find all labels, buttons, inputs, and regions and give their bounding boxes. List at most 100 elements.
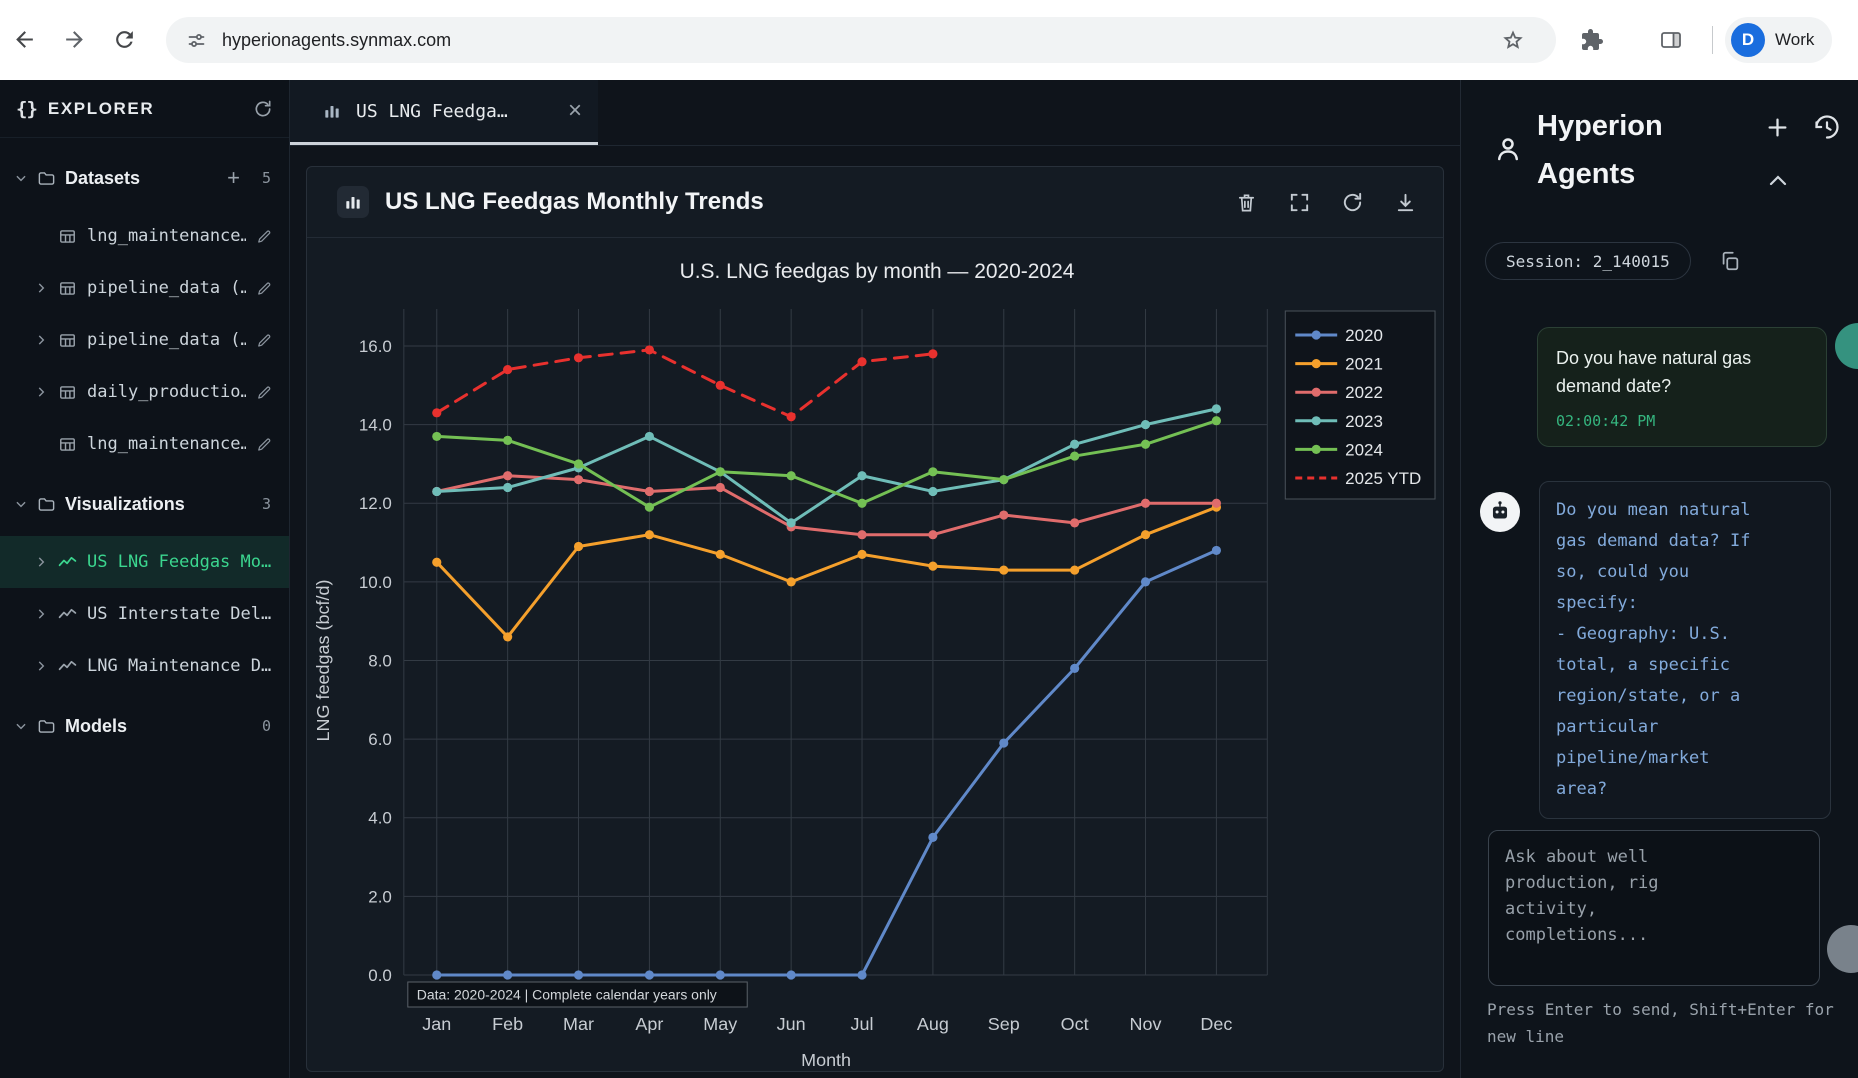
line-chart-icon — [58, 605, 77, 624]
svg-text:14.0: 14.0 — [359, 416, 392, 435]
chevron-right-icon[interactable] — [34, 659, 48, 673]
extensions-icon[interactable] — [1580, 28, 1604, 52]
item-label: lng_maintenance… — [87, 434, 247, 454]
chevron-right-icon[interactable] — [34, 385, 48, 399]
visualization-panel: US LNG Feedgas Monthly Trends — [306, 166, 1444, 1072]
section-label: Datasets — [65, 167, 141, 188]
section-datasets[interactable]: Datasets + 5 — [0, 156, 289, 200]
edit-pencil-icon[interactable] — [256, 280, 273, 297]
section-label: Visualizations — [65, 493, 185, 514]
bar-chart-icon — [337, 186, 369, 218]
plus-icon[interactable] — [1764, 114, 1791, 141]
chat-input[interactable] — [1488, 830, 1820, 986]
profile-chip[interactable]: D Work — [1725, 17, 1833, 63]
chevron-right-icon[interactable] — [34, 607, 48, 621]
chevron-down-icon — [14, 497, 28, 511]
edit-pencil-icon[interactable] — [256, 436, 273, 453]
line-chart-icon — [58, 553, 77, 572]
dataset-item[interactable]: pipeline_data (… — [0, 262, 289, 314]
agent-message-text: Do you mean natural gas demand data? If so… — [1556, 500, 1751, 799]
svg-text:2.0: 2.0 — [368, 887, 392, 906]
workspace: US LNG Feedga… × US LNG Feedgas Monthly … — [290, 80, 1460, 1078]
viz-item[interactable]: US Interstate Del… — [0, 588, 289, 640]
bar-chart-icon — [322, 101, 342, 121]
svg-text:May: May — [703, 1014, 737, 1034]
side-panel-icon[interactable] — [1659, 28, 1683, 52]
svg-text:2024: 2024 — [1345, 440, 1383, 459]
dataset-item[interactable]: lng_maintenance… — [0, 418, 289, 470]
svg-text:10.0: 10.0 — [359, 573, 392, 592]
edit-pencil-icon[interactable] — [256, 332, 273, 349]
svg-text:4.0: 4.0 — [368, 809, 392, 828]
history-icon[interactable] — [1813, 113, 1841, 141]
section-visualizations[interactable]: Visualizations 3 — [0, 482, 289, 526]
dataset-item[interactable]: lng_maintenance… — [0, 210, 289, 262]
svg-text:2021: 2021 — [1345, 355, 1383, 374]
chevron-right-icon[interactable] — [34, 281, 48, 295]
table-icon — [58, 279, 77, 298]
download-icon[interactable] — [1394, 191, 1417, 214]
robot-avatar-icon — [1480, 492, 1520, 532]
section-count: 0 — [261, 717, 271, 735]
svg-text:U.S. LNG feedgas by month — 20: U.S. LNG feedgas by month — 2020-2024 — [680, 260, 1075, 283]
chevron-right-icon[interactable] — [34, 333, 48, 347]
svg-text:Month: Month — [801, 1050, 851, 1070]
svg-text:Dec: Dec — [1200, 1014, 1232, 1034]
trash-icon[interactable] — [1235, 191, 1258, 214]
item-label: US LNG Feedgas Mo… — [87, 552, 272, 572]
svg-text:8.0: 8.0 — [368, 651, 392, 670]
panel-title: US LNG Feedgas Monthly Trends — [385, 188, 764, 215]
reload-button[interactable] — [112, 18, 156, 62]
svg-text:LNG feedgas (bcf/d): LNG feedgas (bcf/d) — [313, 580, 333, 742]
svg-text:2022: 2022 — [1345, 383, 1383, 402]
item-label: pipeline_data (… — [87, 278, 247, 298]
item-label: lng_maintenance… — [87, 226, 247, 246]
site-settings-icon[interactable] — [186, 30, 207, 51]
refresh-explorer-icon[interactable] — [253, 99, 273, 119]
chat-helper-text: Press Enter to send, Shift+Enter for new… — [1487, 1000, 1834, 1046]
svg-text:Apr: Apr — [635, 1014, 663, 1034]
section-label: Models — [65, 715, 128, 736]
explorer-title: EXPLORER — [47, 98, 155, 118]
tab-bar: US LNG Feedga… × — [290, 80, 1460, 146]
fullscreen-icon[interactable] — [1288, 191, 1311, 214]
item-label: US Interstate Del… — [87, 604, 272, 624]
svg-text:Aug: Aug — [917, 1014, 949, 1034]
address-bar[interactable]: hyperionagents.synmax.com — [166, 17, 1556, 63]
back-button[interactable] — [12, 18, 56, 62]
agent-chat-sidebar: Hyperion Agents Session: 2_140015 Do you… — [1460, 80, 1858, 1078]
refresh-icon[interactable] — [1341, 191, 1364, 214]
back-icon — [12, 27, 37, 52]
chevron-right-icon[interactable] — [34, 555, 48, 569]
chat-title: Hyperion Agents — [1537, 110, 1663, 190]
svg-text:Oct: Oct — [1061, 1014, 1089, 1034]
folder-icon — [37, 717, 56, 736]
dataset-item[interactable]: pipeline_data (… — [0, 314, 289, 366]
edit-pencil-icon[interactable] — [256, 384, 273, 401]
session-pill: Session: 2_140015 — [1485, 242, 1691, 280]
dataset-item[interactable]: daily_productio… — [0, 366, 289, 418]
chevron-right-icon — [34, 437, 48, 451]
viz-item[interactable]: LNG Maintenance D… — [0, 640, 289, 692]
session-label: Session: 2_140015 — [1506, 251, 1670, 271]
edit-pencil-icon[interactable] — [256, 228, 273, 245]
copy-icon[interactable] — [1719, 250, 1741, 272]
chevron-down-icon — [14, 719, 28, 733]
profile-avatar: D — [1731, 23, 1765, 57]
bookmark-star-icon[interactable] — [1501, 28, 1525, 52]
explorer-sidebar: {} EXPLORER Datasets + 5 — [0, 80, 290, 1078]
panel-header: US LNG Feedgas Monthly Trends — [307, 167, 1443, 238]
close-tab-icon[interactable]: × — [567, 97, 582, 124]
item-label: pipeline_data (… — [87, 330, 247, 350]
section-models[interactable]: Models 0 — [0, 704, 289, 748]
scroll-down-button[interactable] — [1827, 925, 1858, 973]
chevron-right-icon — [34, 229, 48, 243]
chevron-up-icon[interactable] — [1766, 169, 1790, 193]
section-count: 5 — [261, 169, 271, 187]
svg-text:16.0: 16.0 — [359, 337, 392, 356]
tab-us-lng-feedgas[interactable]: US LNG Feedga… × — [290, 80, 598, 145]
forward-button[interactable] — [62, 18, 106, 62]
add-dataset-button[interactable]: + — [227, 165, 240, 190]
viz-item[interactable]: US LNG Feedgas Mo… — [0, 536, 289, 588]
message-timestamp: 02:00:42 PM — [1556, 412, 1656, 430]
